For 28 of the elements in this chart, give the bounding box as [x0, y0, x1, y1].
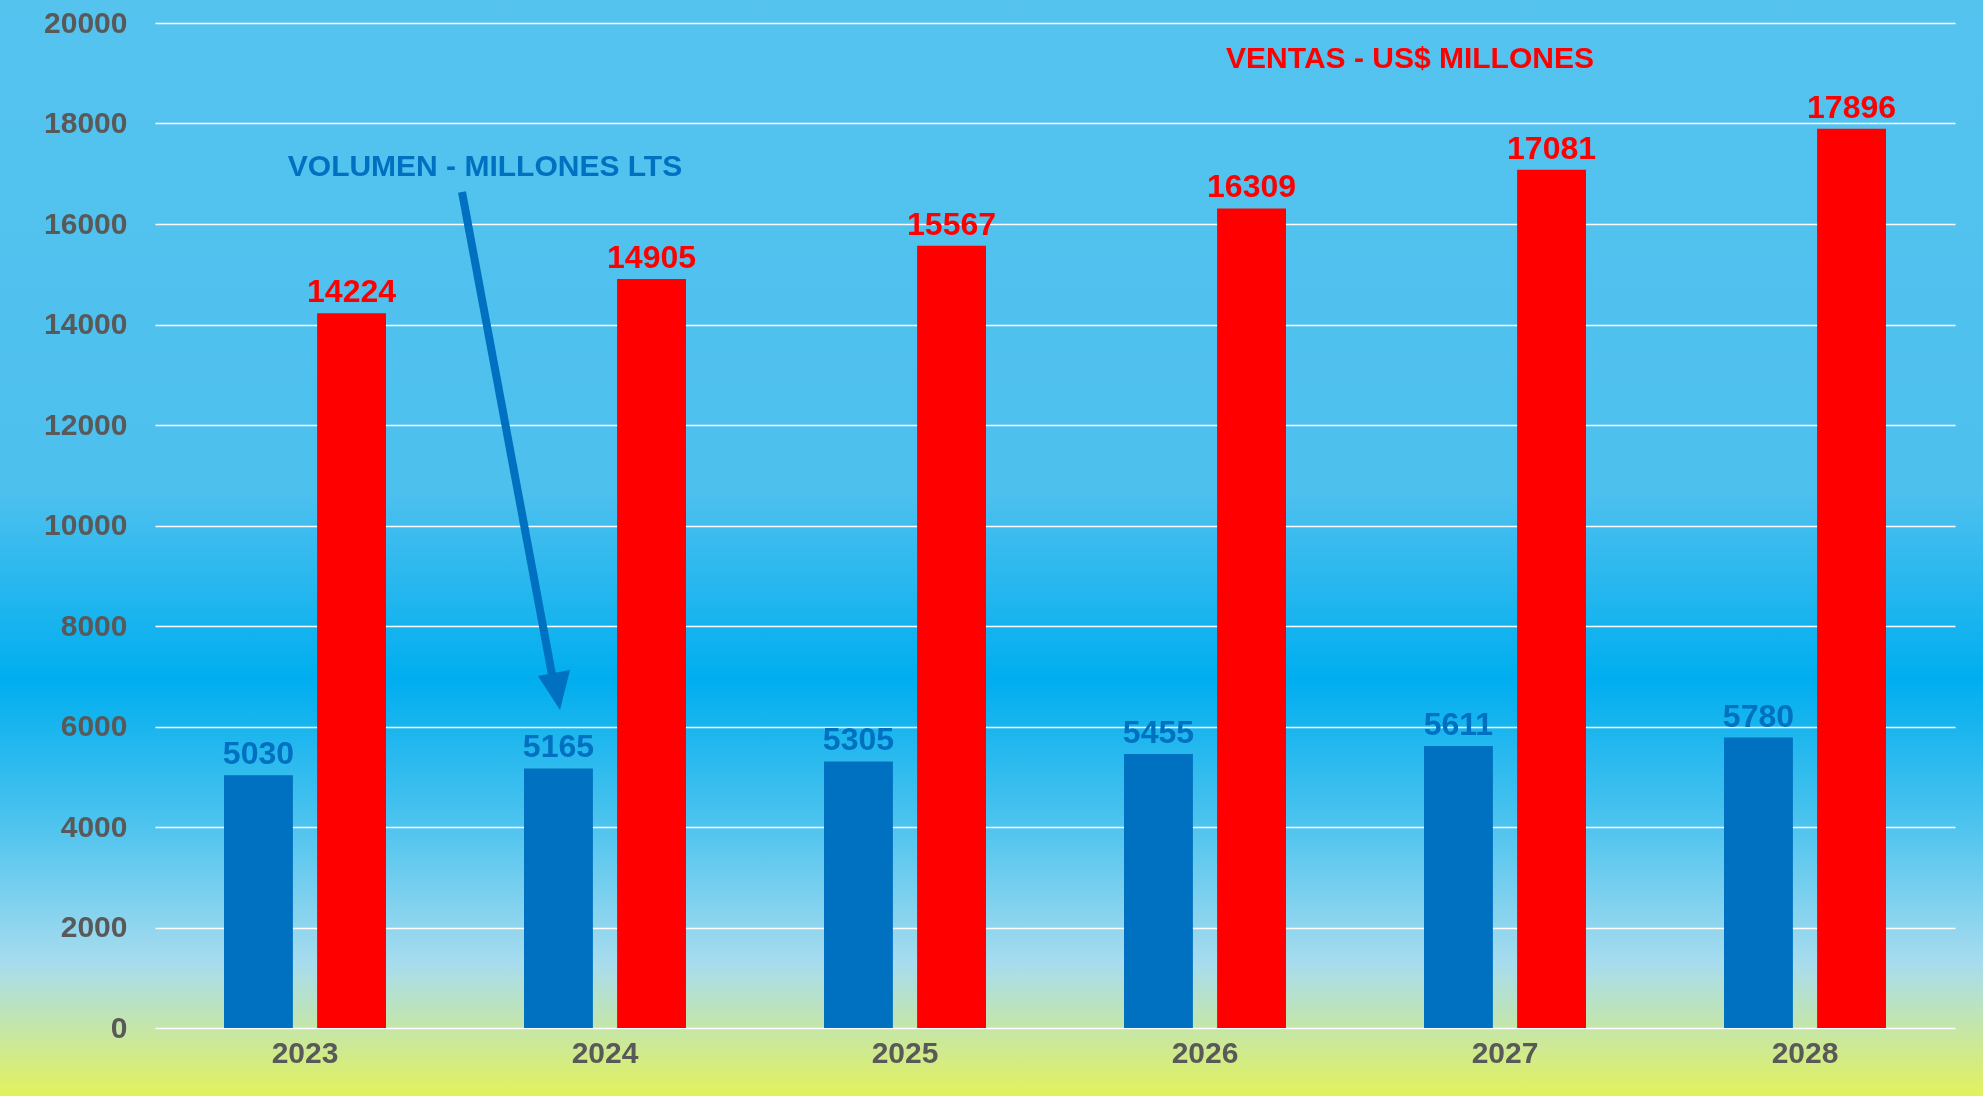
data-label: 17896: [1807, 88, 1897, 125]
y-tick-label: 8000: [60, 608, 128, 642]
x-tick-label: 2024: [571, 1035, 639, 1069]
data-label: 5165: [522, 728, 595, 765]
y-tick-label: 20000: [44, 5, 128, 39]
data-label: 5030: [222, 735, 295, 772]
data-label: 17081: [1507, 129, 1597, 166]
y-tick-label: 12000: [44, 407, 128, 441]
data-label: 14224: [307, 273, 397, 310]
text: VOLUMEN - MILLONES LTS: [287, 149, 683, 182]
data-label: 5780: [1722, 697, 1795, 734]
x-tick-label: 2027: [1471, 1035, 1539, 1069]
y-tick-label: 4000: [60, 809, 128, 843]
y-tick-label: 18000: [44, 106, 128, 139]
y-tick-label: 6000: [60, 709, 128, 742]
x-tick-label: 2028: [1771, 1035, 1839, 1069]
y-tick-label: 10000: [44, 508, 128, 541]
data-label: 5305: [822, 721, 895, 758]
x-tick-label: 2023: [271, 1035, 339, 1069]
y-tick-label: 14000: [44, 307, 128, 340]
y-tick-label: 0: [110, 1010, 128, 1044]
data-label: 14905: [607, 239, 697, 276]
y-tick-label: 2000: [60, 910, 128, 943]
text: VENTAS - US$ MILLONES: [1226, 41, 1594, 74]
x-tick-label: 2025: [871, 1035, 939, 1069]
x-tick-label: 2026: [1171, 1035, 1239, 1069]
y-tick-label: 16000: [44, 206, 128, 240]
data-label: 16309: [1207, 168, 1297, 205]
